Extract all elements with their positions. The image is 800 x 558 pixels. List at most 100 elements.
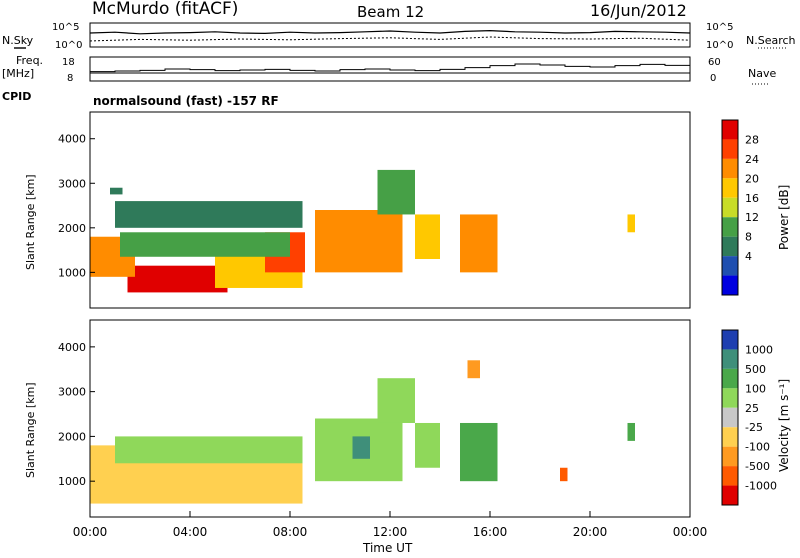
power-echo-region-8 <box>460 214 498 273</box>
time-tick-label: 12:00 <box>373 525 408 539</box>
power-colorbar-swatch <box>722 275 738 295</box>
power-panel: Slant Range [km] 1000 2000 3000 4000 <box>24 111 691 309</box>
power-colorbar-swatch <box>722 217 738 237</box>
date-label: 16/Jun/2012 <box>590 1 687 20</box>
power-colorbar-tick: 4 <box>745 250 752 263</box>
cpid-value: normalsound (fast) -157 RF <box>93 94 279 108</box>
power-ylabel: Slant Range [km] <box>24 174 37 270</box>
freq-tick-left-top: 18 <box>62 57 75 68</box>
freq-panel: 18 8 60 0 <box>62 56 721 84</box>
power-colorbar: 28 24 20 16 12 8 4 Power [dB] <box>721 119 791 296</box>
velocity-colorbar-swatch <box>722 388 738 408</box>
power-echo-region-7 <box>415 214 440 259</box>
power-ytick-label: 4000 <box>58 133 86 146</box>
velocity-panel: Slant Range [km] 1000 2000 3000 4000 00:00 0… <box>24 319 708 555</box>
power-colorbar-swatch <box>722 178 738 198</box>
nsky-series-line <box>89 29 691 35</box>
nave-series-line <box>90 63 691 73</box>
velocity-colorbar-label: Velocity [m s⁻¹] <box>777 379 791 472</box>
time-tick-label: 08:00 <box>273 525 308 539</box>
time-tick-label: 00:00 <box>73 525 108 539</box>
velocity-colorbar-swatch <box>722 427 738 447</box>
time-axis-label: Time UT <box>362 541 413 554</box>
velocity-echo-region-4 <box>377 378 415 423</box>
nave-label: Nave <box>748 67 776 80</box>
power-echo-region-10 <box>110 187 123 195</box>
velocity-colorbar-frame <box>721 329 739 506</box>
velocity-colorbar-swatch <box>722 466 738 486</box>
power-colorbar-swatch <box>722 120 738 140</box>
velocity-colorbar-tick: 500 <box>745 363 766 376</box>
velocity-ytick-label: 4000 <box>58 341 86 354</box>
velocity-echo-region-8 <box>560 467 568 482</box>
noise-tick-right-top: 10^5 <box>706 22 733 33</box>
nave-tick-right-bottom: 0 <box>710 73 716 84</box>
velocity-colorbar-tick: -100 <box>745 441 770 454</box>
nave-tick-right-top: 60 <box>708 57 721 68</box>
freq-tick-left-bottom: 8 <box>67 73 73 84</box>
cpid-label: CPID <box>2 90 31 103</box>
velocity-echo-region-1 <box>115 436 303 464</box>
power-colorbar-swatch <box>722 256 738 276</box>
velocity-colorbar-swatch <box>722 446 738 467</box>
velocity-echo-region-9 <box>627 422 635 441</box>
power-colorbar-tick: 12 <box>745 211 759 224</box>
power-echo-region-9 <box>115 201 303 228</box>
power-colorbar-swatch <box>722 236 738 257</box>
velocity-echo-region-6 <box>460 422 498 482</box>
velocity-colorbar-tick: -500 <box>745 460 770 473</box>
velocity-colorbar-swatch <box>722 407 738 428</box>
time-tick-label: 20:00 <box>573 525 608 539</box>
power-colorbar-swatch <box>722 197 738 218</box>
nsky-label: N.Sky <box>2 34 34 47</box>
nsearch-label: N.Search <box>746 34 796 47</box>
power-echo-region-0 <box>127 265 228 293</box>
velocity-colorbar-tick: 100 <box>745 382 766 395</box>
station-title: McMurdo (fitACF) <box>92 0 238 19</box>
power-ytick-label: 2000 <box>58 222 86 235</box>
velocity-colorbar: 1000 500 100 25 -25 -100 -500 -1000 Velocity [m… <box>721 329 791 506</box>
velocity-colorbar-tick: 25 <box>745 402 759 415</box>
power-echo-region-4 <box>120 232 290 257</box>
time-tick-label: 16:00 <box>473 525 508 539</box>
velocity-echo-region-7 <box>467 360 480 379</box>
velocity-colorbar-swatch <box>722 330 738 350</box>
velocity-ylabel: Slant Range [km] <box>24 382 37 478</box>
velocity-colorbar-swatch <box>722 368 738 389</box>
velocity-ytick-label: 1000 <box>58 475 86 488</box>
power-ytick-label: 1000 <box>58 266 86 279</box>
power-colorbar-tick: 28 <box>745 133 759 146</box>
time-tick-label: 04:00 <box>173 525 208 539</box>
noise-tick-left-bottom: 10^0 <box>55 40 82 51</box>
power-colorbar-tick: 16 <box>745 192 759 205</box>
freq-label: Freq. <box>16 54 43 67</box>
power-echo-region-11 <box>627 214 635 233</box>
power-echo-region-6 <box>377 169 415 215</box>
velocity-colorbar-tick: -1000 <box>745 480 777 493</box>
time-tick-label: 00:00 <box>673 525 708 539</box>
velocity-colorbar-swatch <box>722 485 738 505</box>
power-colorbar-label: Power [dB] <box>777 185 791 250</box>
noise-tick-left-top: 10^5 <box>52 22 79 33</box>
freq-units-label: [MHz] <box>2 67 34 80</box>
power-colorbar-frame <box>721 119 739 296</box>
power-ytick-label: 3000 <box>58 177 86 190</box>
velocity-colorbar-swatch <box>722 349 738 369</box>
power-colorbar-tick: 20 <box>745 172 759 185</box>
noise-tick-right-bottom: 10^0 <box>706 40 733 51</box>
power-echo-region-5 <box>315 210 403 273</box>
velocity-colorbar-tick: 1000 <box>745 343 773 356</box>
velocity-echo-region-5 <box>415 422 440 468</box>
power-colorbar-tick: 8 <box>745 231 752 244</box>
nsearch-series-line <box>89 36 691 42</box>
velocity-echo-region-3 <box>352 436 370 459</box>
power-colorbar-swatch <box>722 139 738 159</box>
velocity-ytick-label: 2000 <box>58 430 86 443</box>
power-colorbar-tick: 24 <box>745 153 759 166</box>
noise-panel: 10^5 10^0 10^5 10^0 <box>52 22 733 51</box>
beam-label: Beam 12 <box>357 3 424 21</box>
velocity-ytick-label: 3000 <box>58 386 86 399</box>
power-colorbar-swatch <box>722 158 738 179</box>
velocity-colorbar-tick: -25 <box>745 421 763 434</box>
